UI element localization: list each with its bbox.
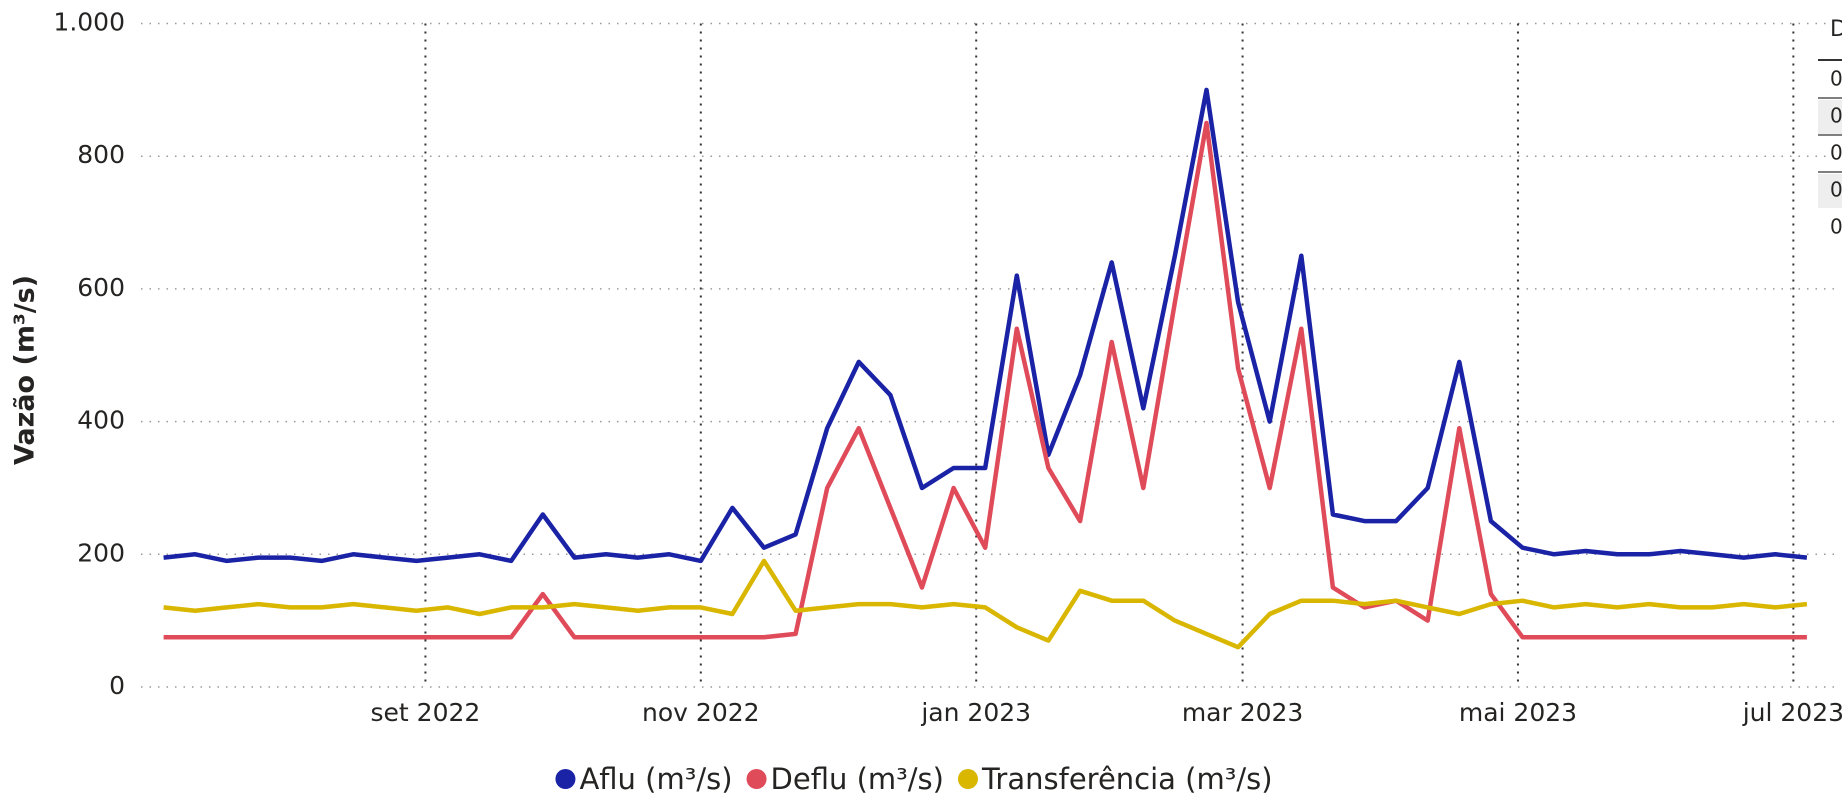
legend: Aflu (m³/s) Deflu (m³/s) Transferência (m³… bbox=[555, 762, 1273, 796]
legend-item: Transferência (m³/s) bbox=[957, 762, 1273, 796]
table-cell: 0 bbox=[1830, 178, 1842, 202]
x-tick-label: jan 2023 bbox=[920, 698, 1031, 727]
y-axis-label: Vazão (m³/s) bbox=[10, 275, 41, 465]
legend-marker bbox=[555, 769, 576, 789]
y-tick-label: 0 bbox=[109, 671, 125, 700]
table-header: D bbox=[1830, 17, 1842, 42]
legend-label: Aflu (m³/s) bbox=[579, 762, 732, 796]
legend-item: Deflu (m³/s) bbox=[746, 762, 944, 796]
y-tick-label: 400 bbox=[77, 406, 125, 435]
series-line bbox=[163, 120, 1807, 640]
table-cell: 0 bbox=[1830, 141, 1842, 165]
x-tick-label: jul 2023 bbox=[1742, 698, 1842, 727]
x-tick-label: mar 2023 bbox=[1182, 698, 1304, 727]
legend-marker bbox=[746, 769, 767, 789]
y-tick-label: 600 bbox=[77, 273, 125, 302]
table-row-bg bbox=[1818, 100, 1842, 134]
x-tick-label: mai 2023 bbox=[1459, 698, 1577, 727]
side-table: D 0 0 0 0 0 bbox=[1818, 17, 1842, 239]
y-tick-label: 1.000 bbox=[53, 8, 125, 37]
table-row-bg bbox=[1818, 174, 1842, 208]
legend-label: Deflu (m³/s) bbox=[771, 762, 944, 796]
lines bbox=[163, 87, 1808, 650]
table-cell: 0 bbox=[1830, 215, 1842, 239]
table-cell: 0 bbox=[1830, 67, 1842, 91]
series-line bbox=[163, 87, 1808, 564]
legend-item: Aflu (m³/s) bbox=[555, 762, 733, 796]
series-line bbox=[163, 558, 1808, 650]
y-tick-label: 200 bbox=[77, 538, 125, 567]
x-tick-label: nov 2022 bbox=[642, 698, 760, 727]
legend-label: Transferência (m³/s) bbox=[981, 762, 1273, 796]
grid: 0 200 400 600 800 1.000 set 2022 nov 2022 jan 20… bbox=[53, 8, 1842, 728]
table-cell: 0 bbox=[1830, 104, 1842, 128]
x-tick-label: set 2022 bbox=[371, 698, 481, 727]
y-tick-label: 800 bbox=[77, 140, 125, 169]
legend-marker bbox=[957, 769, 978, 789]
